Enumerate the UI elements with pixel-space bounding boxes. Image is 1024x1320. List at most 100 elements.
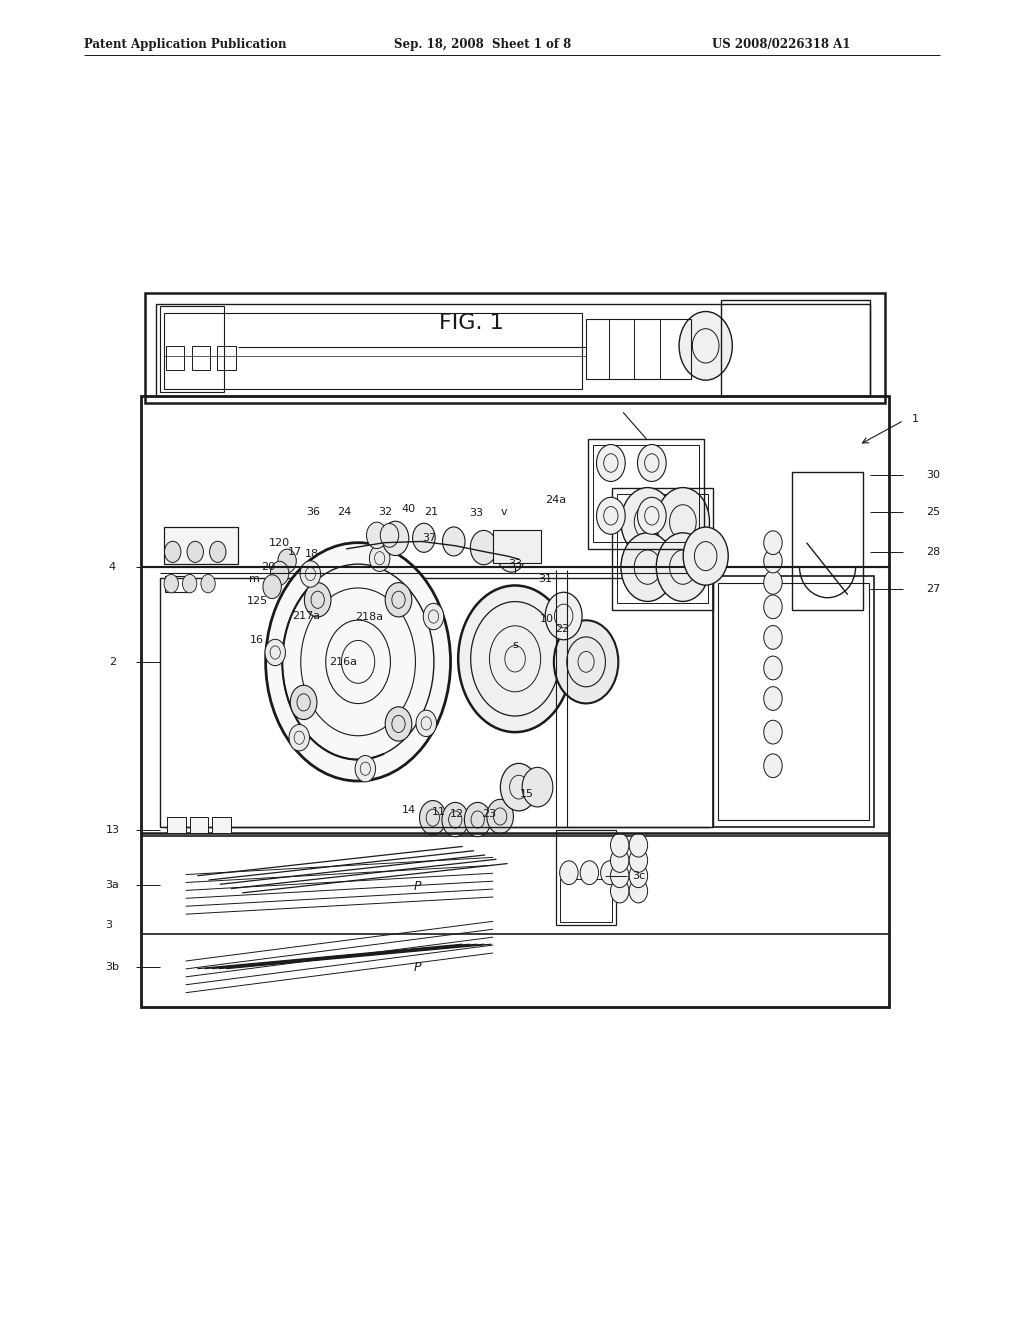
- Circle shape: [367, 523, 387, 549]
- Text: 31: 31: [538, 574, 552, 585]
- Bar: [157, 304, 870, 396]
- Circle shape: [764, 570, 782, 594]
- Circle shape: [764, 595, 782, 619]
- Circle shape: [486, 800, 513, 834]
- Circle shape: [182, 574, 197, 593]
- Circle shape: [621, 487, 674, 556]
- Text: 218a: 218a: [355, 612, 383, 622]
- Circle shape: [304, 582, 331, 616]
- Circle shape: [610, 879, 629, 903]
- Bar: [586, 319, 691, 379]
- Text: 27: 27: [927, 583, 941, 594]
- Circle shape: [201, 574, 215, 593]
- Circle shape: [683, 527, 728, 585]
- Bar: [141, 396, 889, 1007]
- Circle shape: [165, 541, 181, 562]
- Text: 13: 13: [105, 825, 120, 836]
- Text: 216a: 216a: [329, 657, 357, 667]
- Text: US 2008/0226318 A1: US 2008/0226318 A1: [712, 38, 850, 50]
- Circle shape: [289, 725, 309, 751]
- Circle shape: [764, 721, 782, 744]
- Circle shape: [278, 549, 296, 573]
- Circle shape: [164, 574, 178, 593]
- Bar: [166, 346, 184, 370]
- Circle shape: [581, 861, 599, 884]
- Circle shape: [560, 861, 579, 884]
- Circle shape: [416, 710, 436, 737]
- Circle shape: [423, 603, 443, 630]
- Bar: [792, 473, 862, 610]
- Text: P: P: [414, 961, 422, 974]
- Bar: [589, 438, 705, 549]
- Circle shape: [629, 863, 647, 887]
- Bar: [594, 445, 699, 543]
- Text: 36: 36: [306, 507, 321, 517]
- Circle shape: [610, 849, 629, 873]
- Circle shape: [610, 863, 629, 887]
- Bar: [165, 577, 191, 591]
- Circle shape: [370, 545, 390, 572]
- Text: m: m: [250, 574, 260, 585]
- Bar: [160, 578, 713, 826]
- Circle shape: [764, 686, 782, 710]
- Circle shape: [355, 755, 376, 781]
- Circle shape: [764, 626, 782, 649]
- Text: 3b: 3b: [105, 962, 120, 973]
- Bar: [164, 313, 583, 389]
- Text: 2: 2: [109, 657, 116, 667]
- Circle shape: [554, 620, 618, 704]
- Bar: [168, 817, 186, 833]
- Circle shape: [621, 533, 674, 602]
- Bar: [617, 494, 708, 603]
- Bar: [612, 487, 713, 610]
- Text: Sep. 18, 2008  Sheet 1 of 8: Sep. 18, 2008 Sheet 1 of 8: [394, 38, 571, 50]
- Circle shape: [413, 523, 435, 552]
- Text: 24a: 24a: [546, 495, 566, 504]
- Text: 33: 33: [508, 560, 522, 569]
- Text: 12: 12: [450, 809, 464, 818]
- Circle shape: [656, 487, 710, 556]
- Text: 33: 33: [469, 508, 483, 519]
- Circle shape: [522, 767, 553, 807]
- Circle shape: [291, 685, 317, 719]
- Circle shape: [764, 531, 782, 554]
- Circle shape: [764, 656, 782, 680]
- Text: 1: 1: [911, 413, 919, 424]
- Text: 17: 17: [288, 546, 302, 557]
- Text: 217a: 217a: [292, 611, 319, 620]
- Circle shape: [380, 524, 398, 548]
- Text: 3a: 3a: [105, 880, 120, 890]
- Text: 10: 10: [541, 614, 554, 624]
- Bar: [493, 531, 542, 564]
- Circle shape: [465, 803, 492, 837]
- Bar: [212, 817, 230, 833]
- Circle shape: [385, 706, 412, 741]
- Circle shape: [420, 800, 446, 834]
- Text: 28: 28: [927, 546, 941, 557]
- Circle shape: [629, 849, 647, 873]
- Bar: [721, 300, 870, 396]
- Circle shape: [597, 498, 626, 535]
- Text: 22: 22: [555, 624, 569, 635]
- Circle shape: [187, 541, 204, 562]
- Text: 23: 23: [482, 809, 497, 818]
- Text: 30: 30: [927, 470, 941, 480]
- Circle shape: [501, 763, 538, 810]
- Circle shape: [597, 445, 626, 482]
- Circle shape: [442, 527, 465, 556]
- Circle shape: [545, 593, 582, 640]
- Text: 11: 11: [432, 807, 445, 817]
- Circle shape: [629, 833, 647, 857]
- Circle shape: [382, 521, 409, 556]
- Circle shape: [442, 803, 469, 837]
- Text: 20: 20: [261, 562, 275, 572]
- Circle shape: [270, 561, 289, 585]
- Circle shape: [263, 574, 282, 598]
- Circle shape: [210, 541, 226, 562]
- Text: 18: 18: [305, 549, 318, 558]
- Circle shape: [764, 754, 782, 777]
- Bar: [217, 346, 236, 370]
- Text: 24: 24: [338, 507, 352, 517]
- Text: 16: 16: [250, 635, 264, 645]
- Text: 21: 21: [424, 507, 438, 517]
